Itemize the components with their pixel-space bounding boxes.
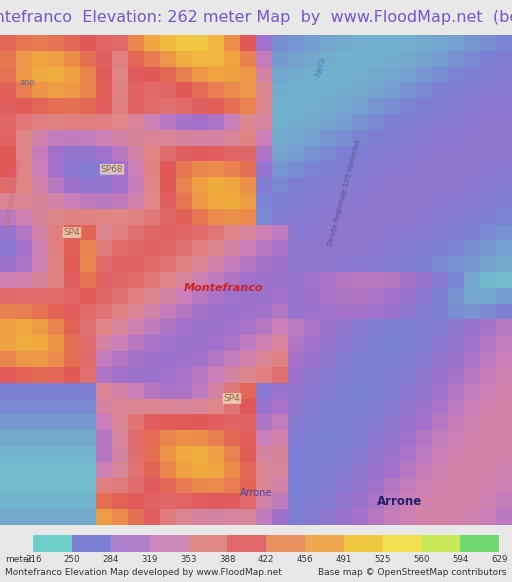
Text: 560: 560 (413, 555, 430, 564)
Text: Montefranco Elevation Map developed by www.FloodMap.net: Montefranco Elevation Map developed by w… (5, 569, 282, 577)
Bar (344, 535, 383, 552)
Bar (72, 535, 111, 552)
Text: meter: meter (5, 555, 32, 564)
Bar (150, 535, 188, 552)
Text: Montefranco  Elevation: 262 meter Map  by  www.FloodMap.net  (beta): Montefranco Elevation: 262 meter Map by … (0, 10, 512, 25)
Bar (188, 535, 227, 552)
Bar (227, 535, 266, 552)
Bar (305, 535, 344, 552)
Text: Nera: Nera (313, 56, 327, 77)
Text: 629: 629 (491, 555, 507, 564)
Text: 250: 250 (64, 555, 80, 564)
Text: 422: 422 (258, 555, 274, 564)
Bar (460, 535, 499, 552)
Bar (266, 535, 305, 552)
Text: Montefranco: Montefranco (184, 283, 264, 293)
Text: 525: 525 (374, 555, 391, 564)
Text: Arrone: Arrone (240, 488, 272, 498)
Text: 284: 284 (103, 555, 119, 564)
Text: 456: 456 (297, 555, 313, 564)
Text: 319: 319 (142, 555, 158, 564)
Bar (421, 535, 460, 552)
Text: Strada Regionale 209 Valnerina: Strada Regionale 209 Valnerina (327, 139, 361, 247)
Text: SP4: SP4 (224, 394, 240, 403)
Text: SP68: SP68 (101, 165, 123, 174)
Bar (383, 535, 421, 552)
Text: SP4: SP4 (63, 228, 80, 237)
Bar (111, 535, 150, 552)
Text: Provinciale Arronese: Provinciale Arronese (4, 157, 22, 229)
Text: Base map © OpenStreetMap contributors: Base map © OpenStreetMap contributors (318, 569, 507, 577)
Text: ano: ano (19, 78, 35, 87)
Text: Arrone: Arrone (377, 495, 422, 508)
Text: 216: 216 (25, 555, 41, 564)
Text: 594: 594 (452, 555, 468, 564)
Text: 388: 388 (219, 555, 236, 564)
Text: 491: 491 (336, 555, 352, 564)
Text: 353: 353 (180, 555, 197, 564)
Bar (33, 535, 72, 552)
